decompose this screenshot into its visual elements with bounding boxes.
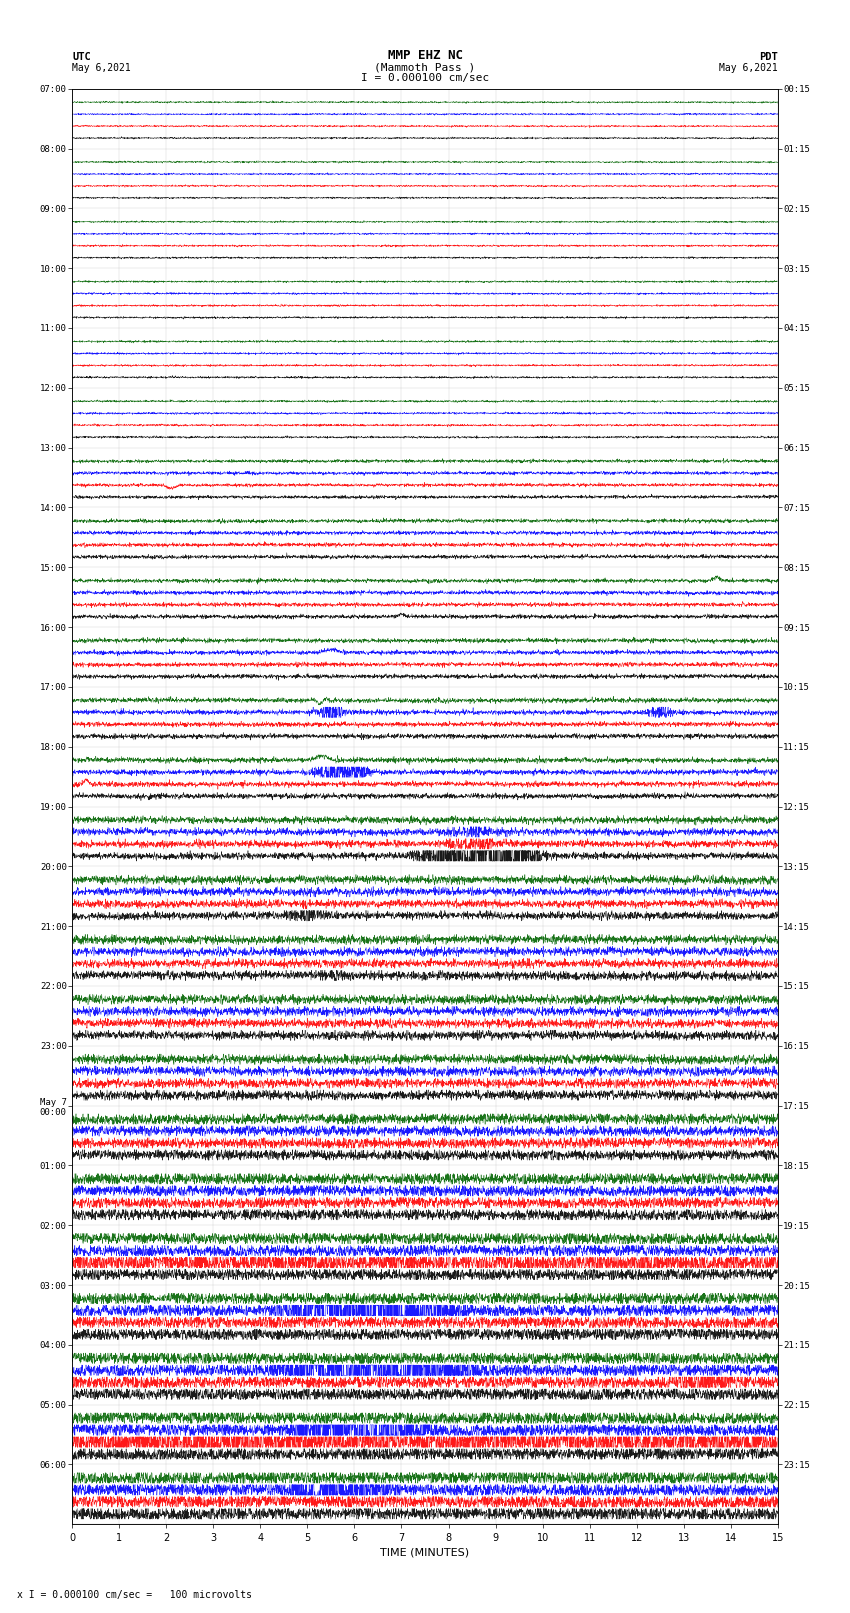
Text: x I = 0.000100 cm/sec =   100 microvolts: x I = 0.000100 cm/sec = 100 microvolts <box>17 1590 252 1600</box>
X-axis label: TIME (MINUTES): TIME (MINUTES) <box>381 1547 469 1558</box>
Text: MMP EHZ NC: MMP EHZ NC <box>388 48 462 63</box>
Text: PDT: PDT <box>759 52 778 63</box>
Text: UTC: UTC <box>72 52 91 63</box>
Text: I = 0.000100 cm/sec: I = 0.000100 cm/sec <box>361 73 489 84</box>
Text: May 6,2021: May 6,2021 <box>72 63 131 73</box>
Text: (Mammoth Pass ): (Mammoth Pass ) <box>374 63 476 73</box>
Text: May 6,2021: May 6,2021 <box>719 63 778 73</box>
